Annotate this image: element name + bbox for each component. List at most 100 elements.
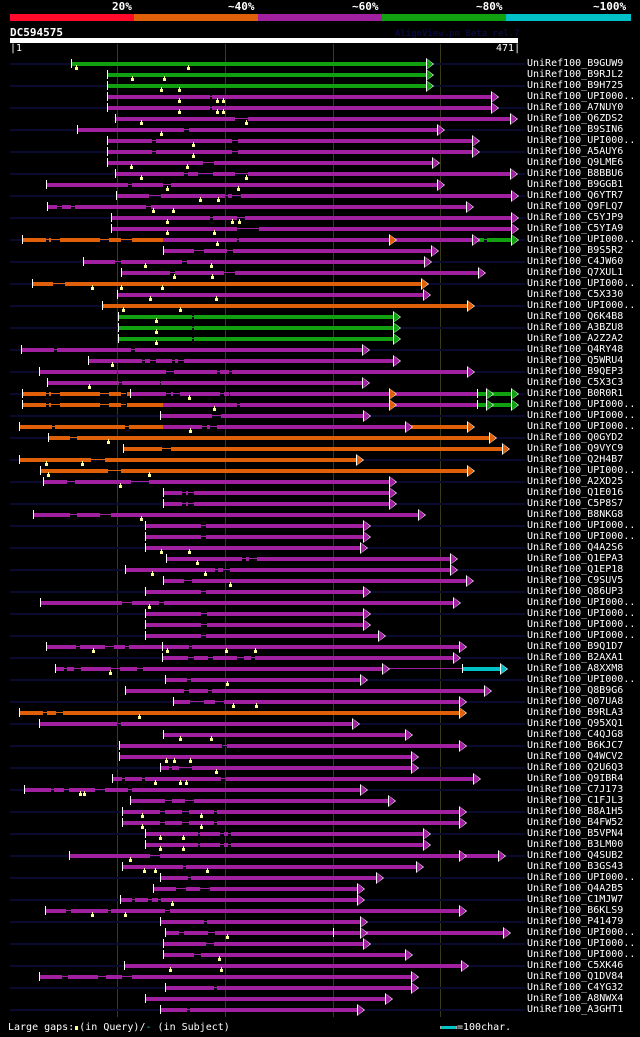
hit-label[interactable]: UniRef100_Q4WCV2 bbox=[527, 751, 624, 762]
hit-label[interactable]: UniRef100_A3GHT1 bbox=[527, 1004, 624, 1015]
hit-label[interactable]: UniRef100_A3BZU8 bbox=[527, 322, 624, 333]
hit-label[interactable]: UniRef100_Q95XQ1 bbox=[527, 718, 624, 729]
hit-label[interactable]: UniRef100_B8A1H5 bbox=[527, 806, 624, 817]
hit-label[interactable]: UniRef100_Q1EPA3 bbox=[527, 553, 624, 564]
hit-label[interactable]: UniRef100_B8BBU6 bbox=[527, 168, 624, 179]
hit-label[interactable]: UniRef100_UPI000.. bbox=[527, 927, 636, 938]
hit-label[interactable]: UniRef100_UPI000.. bbox=[527, 949, 636, 960]
hit-label[interactable]: UniRef100_Q1E016 bbox=[527, 487, 624, 498]
hit-label[interactable]: UniRef100_C5XK46 bbox=[527, 960, 624, 971]
hit-label[interactable]: UniRef100_C5X330 bbox=[527, 289, 624, 300]
hit-label[interactable]: UniRef100_C5YIA9 bbox=[527, 223, 624, 234]
hit-label[interactable]: UniRef100_B4FW52 bbox=[527, 817, 624, 828]
hit-label[interactable]: UniRef100_C1FJL3 bbox=[527, 795, 624, 806]
hit-label[interactable]: UniRef100_B6KLS9 bbox=[527, 905, 624, 916]
hit-label[interactable]: UniRef100_C4YG32 bbox=[527, 982, 624, 993]
hit-label[interactable]: UniRef100_Q6YTR7 bbox=[527, 190, 624, 201]
hit-label[interactable]: UniRef100_B3LM00 bbox=[527, 839, 624, 850]
hit-label[interactable]: UniRef100_A5AUY6 bbox=[527, 146, 624, 157]
hit-label[interactable]: UniRef100_UPI000.. bbox=[527, 278, 636, 289]
hit-label[interactable]: UniRef100_A2Z2A2 bbox=[527, 333, 624, 344]
hit-label[interactable]: UniRef100_Q2U6Q3 bbox=[527, 762, 624, 773]
hit-start-tick bbox=[145, 994, 146, 1003]
hit-label[interactable]: UniRef100_Q5WRU4 bbox=[527, 355, 624, 366]
hit-label[interactable]: UniRef100_Q7XUL1 bbox=[527, 267, 624, 278]
hit-label[interactable]: UniRef100_Q9LME6 bbox=[527, 157, 624, 168]
hit-label[interactable]: UniRef100_Q4A2B5 bbox=[527, 883, 624, 894]
query-insertion-icon bbox=[181, 846, 185, 851]
query-insertion-icon bbox=[198, 197, 202, 202]
hit-label[interactable]: UniRef100_UPI000.. bbox=[527, 234, 636, 245]
hit-label[interactable]: UniRef100_B9RLA3 bbox=[527, 707, 624, 718]
hit-label[interactable]: UniRef100_P41479 bbox=[527, 916, 624, 927]
hit-label[interactable]: UniRef100_Q9IBR4 bbox=[527, 773, 624, 784]
hit-label[interactable]: UniRef100_UPI000.. bbox=[527, 674, 636, 685]
hit-label[interactable]: UniRef100_UPI000.. bbox=[527, 520, 636, 531]
hit-label[interactable]: UniRef100_B5VPN4 bbox=[527, 828, 624, 839]
hit-label[interactable]: UniRef100_Q9VYC9 bbox=[527, 443, 624, 454]
hit-label[interactable]: UniRef100_Q8B9G6 bbox=[527, 685, 624, 696]
hit-label[interactable]: UniRef100_UPI000.. bbox=[527, 421, 636, 432]
hit-label[interactable]: UniRef100_UPI000.. bbox=[527, 465, 636, 476]
hit-label[interactable]: UniRef100_B9GGB1 bbox=[527, 179, 624, 190]
hit-segment bbox=[165, 678, 187, 682]
hit-label[interactable]: UniRef100_UPI000.. bbox=[527, 300, 636, 311]
hit-label[interactable]: UniRef100_Q0GYD2 bbox=[527, 432, 624, 443]
subject-gap bbox=[145, 206, 152, 207]
hit-label[interactable]: UniRef100_Q07UA8 bbox=[527, 696, 624, 707]
hit-label[interactable]: UniRef100_UPI000.. bbox=[527, 619, 636, 630]
hit-segment bbox=[165, 821, 182, 825]
hit-segment bbox=[46, 381, 119, 385]
hit-label[interactable]: UniRef100_C5X3C3 bbox=[527, 377, 624, 388]
hit-start-tick bbox=[163, 499, 164, 508]
hit-start-tick bbox=[111, 213, 112, 222]
hit-label[interactable]: UniRef100_C5YJP9 bbox=[527, 212, 624, 223]
hit-label[interactable]: UniRef100_B9S5R2 bbox=[527, 245, 624, 256]
hit-label[interactable]: UniRef100_B9SIN6 bbox=[527, 124, 624, 135]
query-insertion-icon bbox=[237, 219, 241, 224]
hit-label[interactable]: UniRef100_UPI000.. bbox=[527, 135, 636, 146]
hit-label[interactable]: UniRef100_UPI000.. bbox=[527, 597, 636, 608]
subject-gap bbox=[202, 426, 208, 427]
subject-gap bbox=[209, 96, 212, 97]
hit-label[interactable]: UniRef100_Q1EP18 bbox=[527, 564, 624, 575]
hit-label[interactable]: UniRef100_Q4SUB2 bbox=[527, 850, 624, 861]
hit-label[interactable]: UniRef100_Q86UP3 bbox=[527, 586, 624, 597]
hit-label[interactable]: UniRef100_Q1DV84 bbox=[527, 971, 624, 982]
hit-label[interactable]: UniRef100_B9QEP3 bbox=[527, 366, 624, 377]
hit-label[interactable]: UniRef100_C4QJG8 bbox=[527, 729, 624, 740]
hit-label[interactable]: UniRef100_B0R0R1 bbox=[527, 388, 624, 399]
hit-label[interactable]: UniRef100_UPI000.. bbox=[527, 608, 636, 619]
hit-label[interactable]: UniRef100_B2AXA1 bbox=[527, 652, 624, 663]
hit-label[interactable]: UniRef100_Q6K4B8 bbox=[527, 311, 624, 322]
hit-label[interactable]: UniRef100_C5P8S7 bbox=[527, 498, 624, 509]
hit-label[interactable]: UniRef100_B9Q1D7 bbox=[527, 641, 624, 652]
hit-label[interactable]: UniRef100_UPI000.. bbox=[527, 630, 636, 641]
hit-label[interactable]: UniRef100_UPI000.. bbox=[527, 531, 636, 542]
hit-label[interactable]: UniRef100_UPI000.. bbox=[527, 399, 636, 410]
hit-label[interactable]: UniRef100_Q6ZDS2 bbox=[527, 113, 624, 124]
hit-label[interactable]: UniRef100_B6KJC7 bbox=[527, 740, 624, 751]
hit-label[interactable]: UniRef100_UPI000.. bbox=[527, 938, 636, 949]
hit-label[interactable]: UniRef100_Q2H4B7 bbox=[527, 454, 624, 465]
hit-label[interactable]: UniRef100_B9GUW9 bbox=[527, 58, 624, 69]
hit-label[interactable]: UniRef100_C4JW60 bbox=[527, 256, 624, 267]
hit-label[interactable]: UniRef100_A7NUY0 bbox=[527, 102, 624, 113]
hit-label[interactable]: UniRef100_C7J173 bbox=[527, 784, 624, 795]
hit-label[interactable]: UniRef100_Q4RY48 bbox=[527, 344, 624, 355]
hit-label[interactable]: UniRef100_A8NWX4 bbox=[527, 993, 624, 1004]
hit-label[interactable]: UniRef100_UPI000.. bbox=[527, 410, 636, 421]
hit-label[interactable]: UniRef100_C9SUV5 bbox=[527, 575, 624, 586]
hit-label[interactable]: UniRef100_UPI000.. bbox=[527, 91, 636, 102]
hit-label[interactable]: UniRef100_A8XXM8 bbox=[527, 663, 624, 674]
hit-label[interactable]: UniRef100_Q9FLQ7 bbox=[527, 201, 624, 212]
hit-label[interactable]: UniRef100_C1MJW7 bbox=[527, 894, 624, 905]
hit-label[interactable]: UniRef100_B9H725 bbox=[527, 80, 624, 91]
hit-label[interactable]: UniRef100_B8NKG8 bbox=[527, 509, 624, 520]
hit-label[interactable]: UniRef100_A2XD25 bbox=[527, 476, 624, 487]
hit-label[interactable]: UniRef100_B9RJL2 bbox=[527, 69, 624, 80]
hit-label[interactable]: UniRef100_B3GS43 bbox=[527, 861, 624, 872]
hit-label[interactable]: UniRef100_UPI000.. bbox=[527, 872, 636, 883]
hit-label[interactable]: UniRef100_Q4A2S6 bbox=[527, 542, 624, 553]
hit-start-tick bbox=[39, 367, 40, 376]
